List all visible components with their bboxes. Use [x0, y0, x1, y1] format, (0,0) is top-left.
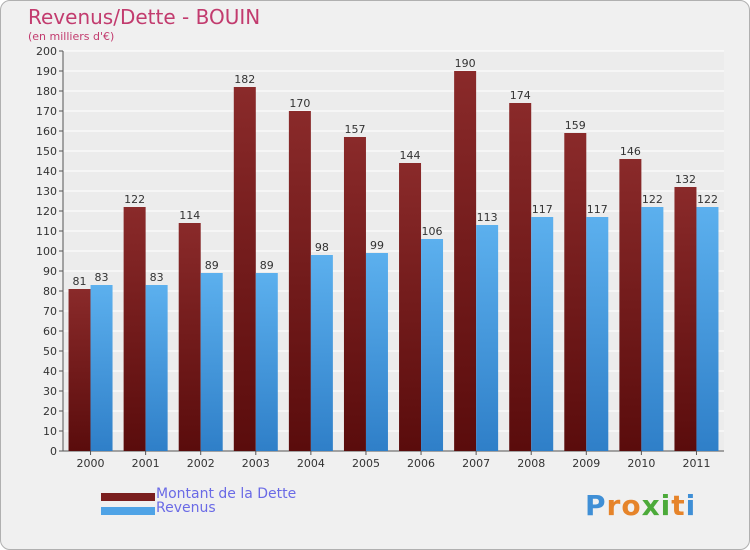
y-tick-label: 80 [43, 285, 57, 298]
bar-dette [233, 87, 256, 451]
bar-dette [509, 103, 532, 451]
data-label-dette: 159 [565, 119, 586, 132]
y-tick-label: 200 [36, 45, 57, 58]
data-label-dette: 170 [289, 97, 310, 110]
data-label-dette: 81 [73, 275, 87, 288]
data-label-dette: 122 [124, 193, 145, 206]
logo-letter: x [641, 489, 661, 522]
x-tick-label: 2000 [77, 457, 105, 470]
data-label-dette: 114 [179, 209, 200, 222]
y-tick-label: 70 [43, 305, 57, 318]
bar-dette [564, 133, 587, 451]
logo-letter: i [660, 489, 672, 522]
bar-dette [288, 111, 311, 451]
x-tick-label: 2004 [297, 457, 325, 470]
logo-letter: P [585, 489, 607, 522]
legend-label-dette: Montant de la Dette [156, 486, 297, 502]
data-label-revenus: 113 [477, 211, 498, 224]
data-label-dette: 190 [455, 57, 476, 70]
legend-swatch-revenus [101, 507, 155, 515]
y-tick-label: 90 [43, 265, 57, 278]
proxiti-logo: Proxiti [585, 489, 696, 522]
bar-revenus [255, 273, 278, 451]
y-tick-label: 160 [36, 125, 57, 138]
logo-letter: t [671, 489, 686, 522]
y-tick-label: 30 [43, 385, 57, 398]
data-label-dette: 157 [344, 123, 365, 136]
data-label-revenus: 83 [150, 271, 164, 284]
legend-swatch-dette [101, 493, 155, 501]
x-tick-label: 2001 [132, 457, 160, 470]
x-tick-label: 2009 [572, 457, 600, 470]
logo-letter: o [621, 489, 642, 522]
x-tick-label: 2011 [682, 457, 710, 470]
bar-revenus [310, 255, 333, 451]
data-label-revenus: 122 [642, 193, 663, 206]
data-label-revenus: 122 [697, 193, 718, 206]
bar-dette [123, 207, 146, 451]
bar-revenus [365, 253, 388, 451]
data-label-dette: 144 [400, 149, 421, 162]
bar-dette [454, 71, 477, 451]
x-tick-label: 2008 [517, 457, 545, 470]
legend-label-revenus: Revenus [156, 500, 216, 516]
data-label-revenus: 83 [95, 271, 109, 284]
y-tick-label: 180 [36, 85, 57, 98]
bar-revenus [586, 217, 609, 451]
bar-revenus [696, 207, 719, 451]
bar-dette [619, 159, 642, 451]
y-tick-label: 20 [43, 405, 57, 418]
y-tick-label: 110 [36, 225, 57, 238]
logo-letter: i [685, 489, 697, 522]
y-tick-label: 150 [36, 145, 57, 158]
x-tick-label: 2006 [407, 457, 435, 470]
data-label-revenus: 117 [587, 203, 608, 216]
y-tick-label: 190 [36, 65, 57, 78]
y-tick-label: 0 [50, 445, 57, 458]
bar-revenus [421, 239, 444, 451]
y-tick-label: 10 [43, 425, 57, 438]
data-label-dette: 146 [620, 145, 641, 158]
x-tick-label: 2007 [462, 457, 490, 470]
x-tick-label: 2010 [627, 457, 655, 470]
bar-dette [178, 223, 201, 451]
bar-revenus [476, 225, 499, 451]
chart-title: Revenus/Dette - BOUIN [28, 5, 261, 29]
y-tick-label: 170 [36, 105, 57, 118]
bar-revenus [90, 285, 113, 451]
logo-letter: r [606, 489, 622, 522]
data-label-revenus: 99 [370, 239, 384, 252]
data-label-revenus: 117 [532, 203, 553, 216]
y-tick-label: 120 [36, 205, 57, 218]
data-label-revenus: 89 [205, 259, 219, 272]
y-tick-label: 130 [36, 185, 57, 198]
chart-subtitle: (en milliers d'€) [28, 30, 115, 43]
data-label-dette: 182 [234, 73, 255, 86]
bar-dette [399, 163, 422, 451]
data-label-revenus: 89 [260, 259, 274, 272]
bar-dette [674, 187, 697, 451]
data-label-revenus: 106 [422, 225, 443, 238]
bar-dette [68, 289, 91, 451]
y-tick-label: 100 [36, 245, 57, 258]
bar-revenus [641, 207, 664, 451]
bar-revenus [145, 285, 168, 451]
bar-revenus [200, 273, 223, 451]
y-tick-label: 50 [43, 345, 57, 358]
x-tick-label: 2003 [242, 457, 270, 470]
bar-dette [343, 137, 366, 451]
y-tick-label: 140 [36, 165, 57, 178]
x-tick-label: 2002 [187, 457, 215, 470]
data-label-dette: 174 [510, 89, 531, 102]
y-tick-label: 40 [43, 365, 57, 378]
bar-revenus [531, 217, 554, 451]
data-label-dette: 132 [675, 173, 696, 186]
data-label-revenus: 98 [315, 241, 329, 254]
x-tick-label: 2005 [352, 457, 380, 470]
y-tick-label: 60 [43, 325, 57, 338]
